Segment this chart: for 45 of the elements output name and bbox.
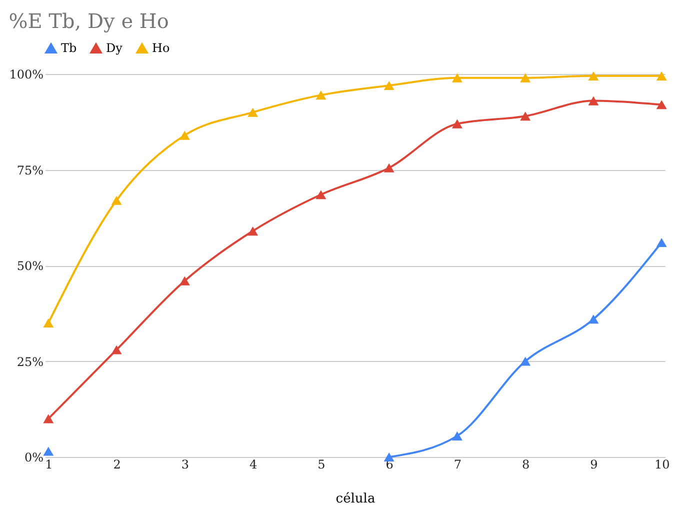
point xyxy=(656,238,667,248)
point xyxy=(43,446,54,456)
point xyxy=(384,163,394,172)
point xyxy=(520,73,531,82)
x-tick-label: 3 xyxy=(181,458,189,472)
y-tick-label: 0% xyxy=(24,450,44,464)
point xyxy=(452,73,462,82)
point xyxy=(452,119,462,128)
point xyxy=(588,71,599,80)
x-tick-label: 7 xyxy=(454,458,462,472)
y-tick-label: 50% xyxy=(16,259,44,273)
point xyxy=(656,71,667,80)
y-tick-label: 100% xyxy=(9,68,44,82)
point xyxy=(248,226,258,236)
point xyxy=(43,318,54,328)
x-tick-label: 2 xyxy=(113,458,121,472)
point xyxy=(179,276,190,286)
point xyxy=(111,345,122,354)
point xyxy=(316,90,326,100)
point xyxy=(520,112,531,121)
x-tick-label: 9 xyxy=(590,458,598,472)
point xyxy=(588,96,599,106)
chart-title: %E Tb, Dy e Ho xyxy=(8,9,169,33)
point xyxy=(656,100,667,110)
point xyxy=(520,356,531,366)
point xyxy=(384,80,394,90)
point xyxy=(179,130,190,140)
y-tick-label: 75% xyxy=(16,163,44,178)
point xyxy=(248,108,258,117)
point xyxy=(43,414,54,424)
x-tick-label: 8 xyxy=(522,458,530,472)
point xyxy=(588,314,599,324)
x-tick-label: 1 xyxy=(45,458,53,472)
x-axis-title: célula xyxy=(336,492,376,506)
y-tick-label: 25% xyxy=(16,354,44,369)
x-tick-label: 10 xyxy=(654,458,670,472)
legend-label: Tb xyxy=(61,41,78,56)
point xyxy=(384,452,394,462)
legend-label: Ho xyxy=(152,41,170,56)
point xyxy=(452,431,462,440)
x-tick-label: 4 xyxy=(249,458,258,472)
legend-label: Dy xyxy=(106,41,123,56)
point xyxy=(316,190,326,200)
point xyxy=(111,196,122,205)
x-tick-label: 5 xyxy=(318,458,326,472)
